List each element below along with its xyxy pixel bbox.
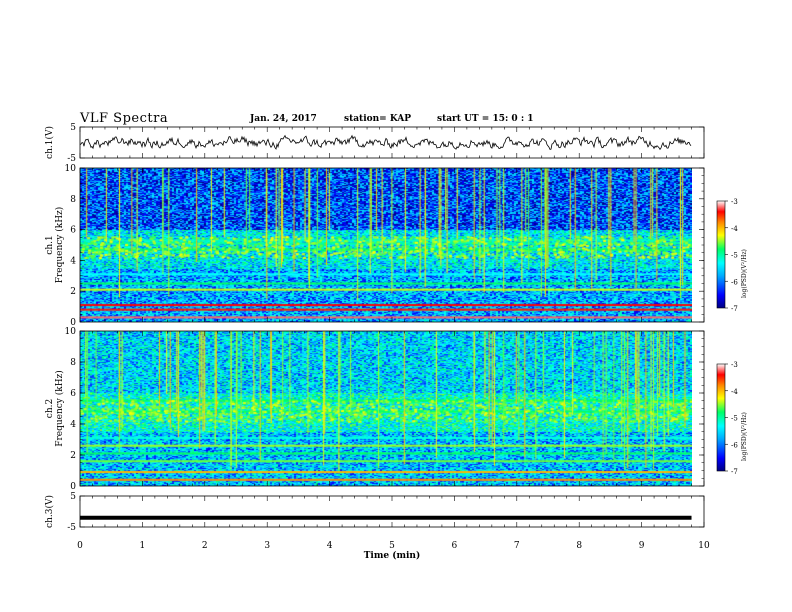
y-tick-label: 10 [65,327,77,337]
colorbar-tick-label: -4 [731,388,738,396]
ch1-trace [79,134,692,151]
y-tick-label: 2 [70,451,76,461]
y-axis-label-channel: ch.1 [45,235,55,254]
x-tick-label: 10 [698,541,710,551]
colorbar [716,363,726,472]
colorbar [716,200,726,309]
y-axis-label-frequency: Frequency (kHz) [54,207,65,284]
x-tick-label: 3 [264,541,270,551]
x-tick-label: 8 [576,541,582,551]
x-tick-label: 6 [452,541,458,551]
colorbar-tick-label: -7 [731,305,738,313]
colorbar-label: log(PSD)(V²/Hz) [741,249,748,298]
start-time-label: start UT = 15: 0 : 1 [437,114,534,124]
colorbar-tick-label: -5 [731,252,738,260]
x-tick-label: 1 [140,541,146,551]
x-tick-label: 4 [327,541,333,551]
date-label: Jan. 24, 2017 [250,114,317,124]
y-tick-label: 0 [70,482,76,492]
y-tick-label: -5 [67,523,76,533]
colorbar-tick-label: -7 [731,468,738,476]
y-axis-label-channel: ch.2 [45,399,55,418]
x-tick-label: 5 [389,541,395,551]
y-tick-label: 8 [70,195,76,205]
x-tick-label: 7 [514,541,520,551]
x-tick-label: 9 [639,541,645,551]
y-tick-label: -5 [67,154,76,164]
colorbar-tick-label: -3 [731,198,738,206]
y-tick-label: 8 [70,358,76,368]
colorbar-tick-label: -4 [731,225,738,233]
colorbar-tick-label: -6 [731,441,738,449]
colorbar-tick-label: -5 [731,415,738,423]
y-tick-label: 5 [70,123,76,133]
y-axis-label: ch.3(V) [44,495,55,528]
y-axis-label-frequency: Frequency (kHz) [54,370,65,447]
plot-title: VLF Spectra [80,111,169,126]
ch2-spectrogram-image [80,331,692,486]
y-tick-label: 10 [65,164,77,174]
y-tick-label: 0 [70,318,76,328]
ch1-spectrogram-image [80,168,692,322]
colorbar-tick-label: -6 [731,278,738,286]
x-axis-label: Time (min) [364,550,421,561]
x-tick-label: 0 [77,541,83,551]
y-tick-label: 6 [70,226,76,236]
y-axis-label: ch.1(V) [44,126,55,159]
colorbar-label: log(PSD)(V²/Hz) [741,412,748,461]
colorbar-tick-label: -3 [731,361,738,369]
y-tick-label: 2 [70,287,76,297]
y-tick-label: 4 [70,420,76,430]
x-tick-label: 2 [202,541,208,551]
y-tick-label: 4 [70,256,76,266]
y-tick-label: 5 [70,492,76,502]
y-tick-label: 6 [70,389,76,399]
station-label: station= KAP [344,114,412,124]
